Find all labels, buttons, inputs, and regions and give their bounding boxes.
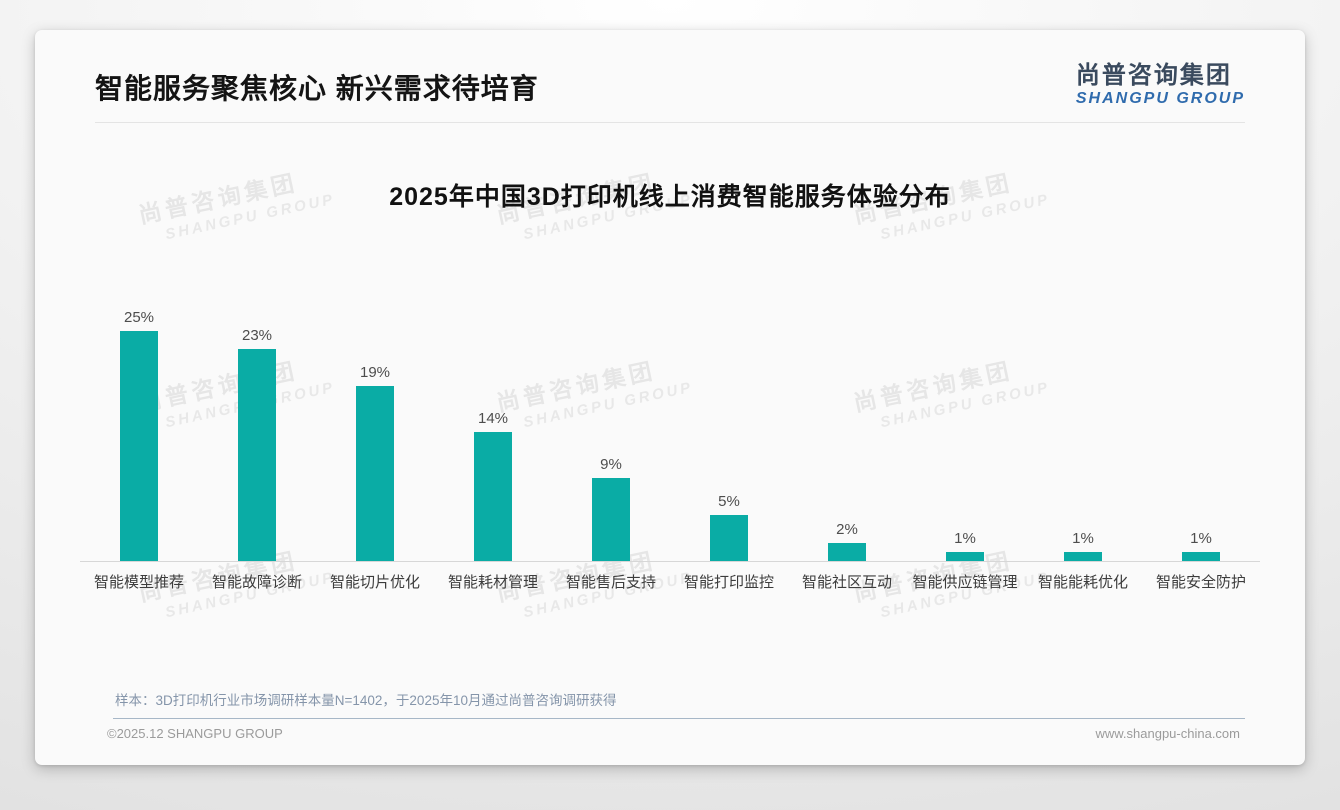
chart-title: 2025年中国3D打印机线上消费智能服务体验分布: [389, 183, 951, 211]
bars-row: 25% 23% 19% 14% 9% 5% 2% 1% 1% 1%: [80, 309, 1260, 561]
bar: [828, 543, 866, 561]
copyright-text: ©2025.12 SHANGPU GROUP: [107, 726, 283, 741]
bar-column: 25%: [80, 309, 198, 561]
x-axis-category-label: 智能打印监控: [683, 574, 774, 591]
x-axis-category-label: 智能耗材管理: [447, 574, 538, 591]
company-logo-en: SHANGPU GROUP: [1075, 90, 1245, 107]
bar-value-label: 1%: [1072, 530, 1094, 547]
header-divider: [95, 122, 1245, 123]
slide-header: 智能服务聚焦核心 新兴需求待培育 尚普咨询集团 SHANGPU GROUP: [35, 30, 1305, 108]
bar-column: 5%: [670, 493, 788, 561]
bar-column: 23%: [198, 327, 316, 561]
slide-card: 尚普咨询集团 SHANGPU GROUP 尚普咨询集团 SHANGPU GROUP 尚普…: [35, 30, 1305, 765]
bar: [474, 432, 512, 561]
website-url: www.shangpu-china.com: [1095, 726, 1240, 741]
x-axis-labels-row: 智能模型推荐 智能故障诊断 智能切片优化 智能耗材管理 智能售后支持 智能打印监控 智能社区…: [80, 573, 1260, 593]
footer-divider: [113, 718, 1245, 719]
bar-value-label: 14%: [477, 410, 509, 427]
bar-value-label: 1%: [954, 530, 976, 547]
bar-column: 19%: [316, 364, 434, 561]
company-logo: 尚普咨询集团 SHANGPU GROUP: [1076, 62, 1245, 108]
bar: [120, 331, 158, 561]
bar: [710, 515, 748, 561]
bar-column: 14%: [434, 410, 552, 561]
bar: [946, 552, 984, 561]
bar-chart: 25% 23% 19% 14% 9% 5% 2% 1% 1% 1% 智能模型推荐 智能故障诊断 智能切…: [80, 309, 1260, 593]
bar-column: 2%: [788, 521, 906, 561]
x-axis-category-label: 智能能耗优化: [1037, 574, 1128, 591]
x-axis-category-label: 智能社区互动: [801, 574, 892, 591]
bar-value-label: 25%: [123, 309, 155, 326]
bar-column: 1%: [1142, 530, 1260, 561]
bar: [1064, 552, 1102, 561]
sample-note: 样本：3D打印机行业市场调研样本量N=1402，于2025年10月通过尚普咨询调…: [115, 693, 617, 708]
bar: [356, 386, 394, 561]
x-axis-category-label: 智能故障诊断: [211, 574, 302, 591]
bar-value-label: 1%: [1190, 530, 1212, 547]
x-axis-category-label: 智能模型推荐: [93, 574, 184, 591]
slide-title: 智能服务聚焦核心 新兴需求待培育: [95, 73, 539, 104]
bar-value-label: 9%: [600, 456, 622, 473]
bar-value-label: 19%: [359, 364, 391, 381]
bar-value-label: 5%: [718, 493, 740, 510]
bar-value-label: 2%: [836, 521, 858, 538]
x-axis-category-label: 智能安全防护: [1155, 574, 1246, 591]
bar-column: 1%: [906, 530, 1024, 561]
bar: [1182, 552, 1220, 561]
bar: [592, 478, 630, 561]
x-axis-category-label: 智能供应链管理: [912, 574, 1018, 591]
x-axis-category-label: 智能切片优化: [329, 574, 420, 591]
slide-footer: ©2025.12 SHANGPU GROUP www.shangpu-china…: [35, 726, 1305, 742]
bar-column: 9%: [552, 456, 670, 561]
bar: [238, 349, 276, 561]
x-axis-line: [80, 561, 1260, 562]
company-logo-cn: 尚普咨询集团: [1075, 62, 1232, 89]
x-axis-category-label: 智能售后支持: [565, 574, 656, 591]
bar-value-label: 23%: [241, 327, 273, 344]
bar-column: 1%: [1024, 530, 1142, 561]
